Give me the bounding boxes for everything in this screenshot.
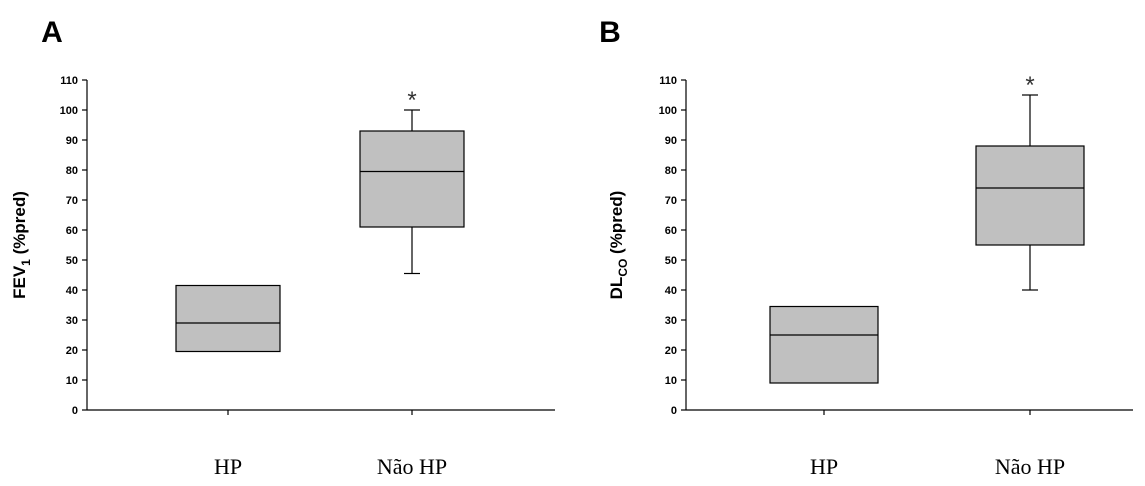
y-tick-label: 110: [659, 75, 677, 87]
y-tick-label: 80: [665, 165, 677, 177]
box-n-o-hp: * Não HP: [359, 87, 465, 479]
category-label: Não HP: [995, 454, 1065, 479]
category-label: Não HP: [377, 454, 447, 479]
y-tick-label: 70: [665, 195, 677, 207]
y-tick-label: 10: [66, 375, 78, 387]
y-tick-label: 70: [66, 195, 78, 207]
y-tick-label: 80: [66, 165, 78, 177]
y-tick-label: 60: [665, 225, 677, 237]
box-iqr: [769, 305, 879, 384]
y-tick-label: 100: [659, 105, 677, 117]
box-iqr: [975, 145, 1085, 246]
y-tick-label: 10: [665, 375, 677, 387]
y-tick-label: 40: [66, 285, 78, 297]
y-tick-label: 110: [60, 75, 78, 87]
box-n-o-hp: * Não HP: [975, 72, 1085, 479]
box-hp: HP: [175, 284, 281, 479]
panel-letter: B: [599, 16, 621, 49]
significance-marker: *: [407, 87, 416, 114]
y-tick-label: 0: [671, 405, 677, 417]
y-axis-title: FEV1 (%pred): [10, 191, 33, 299]
chart-panel-b: B 0 10 20 30 40 50 60 70 80 90 100 110 DLCO (%pred) HP…: [599, 16, 1133, 479]
y-tick-label: 60: [66, 225, 78, 237]
y-tick-label: 100: [60, 105, 78, 117]
y-tick-label: 90: [66, 135, 78, 147]
y-tick-label: 50: [665, 255, 677, 267]
y-tick-label: 30: [665, 315, 677, 327]
significance-marker: *: [1025, 72, 1034, 99]
y-tick-label: 20: [665, 345, 677, 357]
y-tick-label: 90: [665, 135, 677, 147]
box-iqr: [175, 284, 281, 353]
chart-panel-a: A 0 10 20 30 40 50 60 70 80 90 100 110 FEV1 (%pred) HP…: [10, 16, 555, 479]
box-iqr: [359, 130, 465, 228]
y-tick-label: 30: [66, 315, 78, 327]
y-tick-label: 0: [72, 405, 78, 417]
y-tick-label: 50: [66, 255, 78, 267]
y-axis-title: DLCO (%pred): [607, 191, 630, 300]
category-label: HP: [810, 454, 838, 479]
box-hp: HP: [769, 305, 879, 479]
y-tick-label: 40: [665, 285, 677, 297]
panel-letter: A: [41, 16, 63, 49]
y-tick-label: 20: [66, 345, 78, 357]
category-label: HP: [214, 454, 242, 479]
